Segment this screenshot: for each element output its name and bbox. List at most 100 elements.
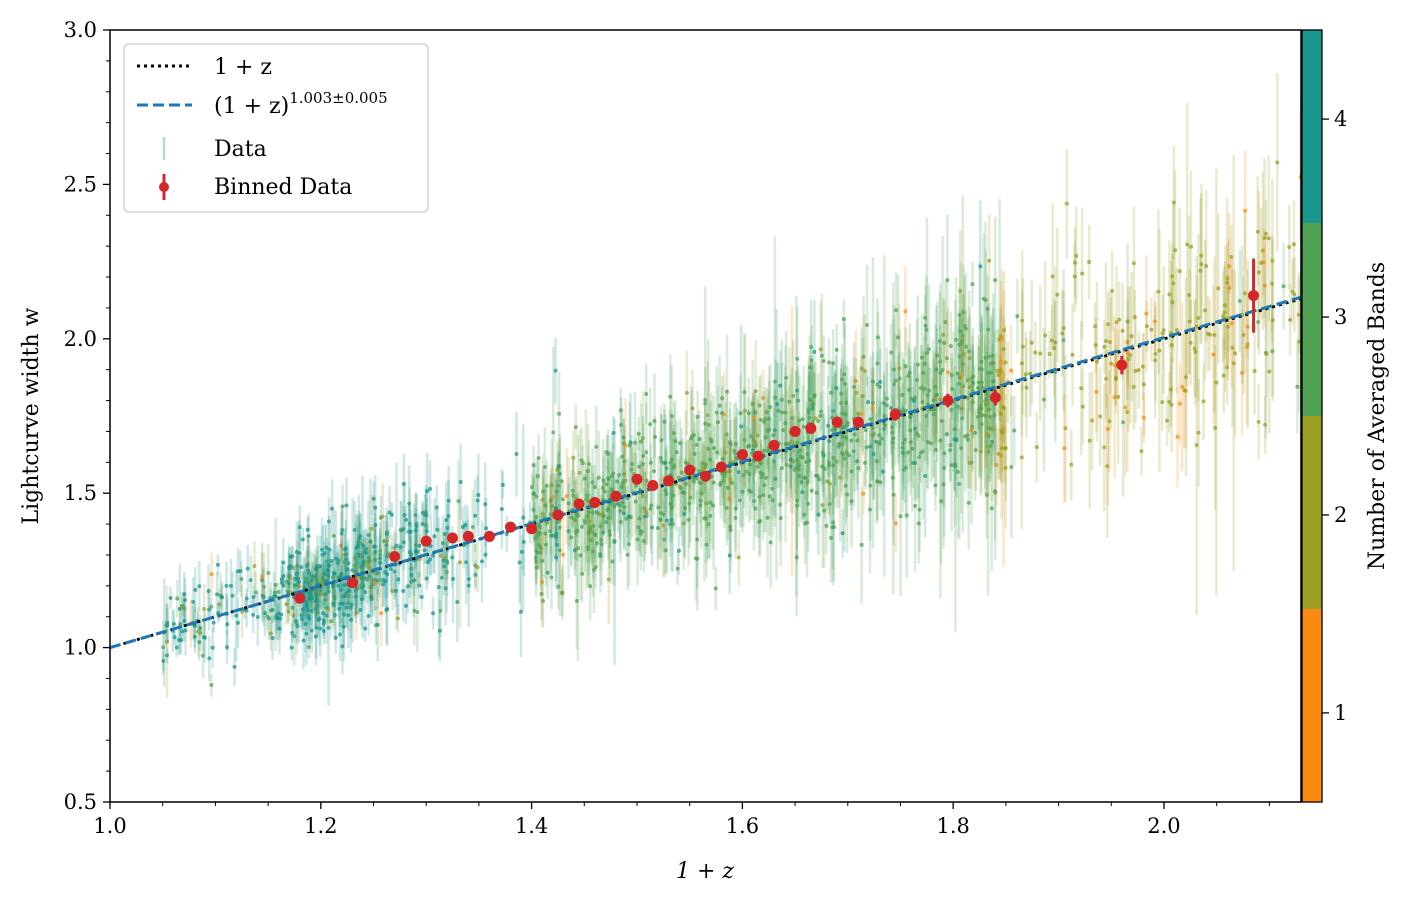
data-point	[475, 498, 480, 503]
data-point	[686, 517, 691, 522]
data-point	[1230, 345, 1235, 350]
data-point	[289, 645, 294, 650]
data-point	[589, 538, 594, 543]
data-point	[628, 440, 633, 445]
data-point	[575, 528, 580, 533]
data-point	[445, 525, 450, 530]
data-point	[617, 503, 622, 508]
data-point	[566, 529, 571, 534]
data-point	[900, 393, 905, 398]
data-point	[962, 323, 967, 328]
data-point	[444, 570, 449, 575]
data-point	[695, 537, 700, 542]
data-point	[1003, 446, 1008, 451]
data-point	[586, 547, 591, 552]
binned-point	[942, 395, 954, 407]
data-point	[922, 361, 927, 366]
data-point	[1156, 289, 1161, 294]
x-tick-label: 2.0	[1147, 814, 1180, 838]
data-point	[1069, 462, 1074, 467]
data-point	[809, 403, 814, 408]
data-point	[724, 505, 729, 510]
data-point	[1152, 319, 1157, 324]
data-point	[683, 460, 688, 465]
data-point	[588, 584, 593, 589]
data-point	[582, 520, 587, 525]
data-point	[379, 611, 384, 616]
data-point	[1194, 324, 1199, 329]
data-point	[751, 499, 756, 504]
data-point	[1243, 208, 1248, 213]
data-point	[540, 598, 545, 603]
data-point	[877, 433, 882, 438]
data-point	[232, 664, 237, 669]
data-point	[870, 400, 875, 405]
data-point	[797, 462, 802, 467]
data-point	[900, 450, 905, 455]
data-point	[172, 635, 177, 640]
data-point	[356, 543, 361, 548]
data-point	[442, 531, 447, 536]
data-point	[1001, 426, 1006, 431]
data-point	[704, 542, 709, 547]
data-point	[827, 460, 832, 465]
data-point	[363, 590, 368, 595]
data-point	[743, 408, 748, 413]
data-point	[499, 507, 504, 512]
data-point	[868, 444, 873, 449]
data-point	[945, 278, 950, 283]
data-point	[713, 586, 718, 591]
data-point	[664, 518, 669, 523]
data-point	[648, 506, 653, 511]
data-point	[1287, 245, 1292, 250]
data-point	[994, 463, 999, 468]
data-point	[908, 428, 913, 433]
data-point	[1203, 308, 1208, 313]
data-point	[855, 459, 860, 464]
data-point	[304, 631, 309, 636]
data-point	[196, 629, 201, 634]
data-point	[663, 548, 668, 553]
data-point	[473, 572, 478, 577]
data-point	[747, 472, 752, 477]
data-point	[662, 537, 667, 542]
data-point	[723, 450, 728, 455]
data-point	[854, 390, 859, 395]
data-point	[679, 486, 684, 491]
data-point	[336, 583, 341, 588]
data-point	[344, 605, 349, 610]
data-point	[340, 504, 345, 509]
data-point	[906, 450, 911, 455]
data-point	[692, 451, 697, 456]
data-point	[541, 489, 546, 494]
data-point	[831, 463, 836, 468]
data-point	[274, 615, 279, 620]
data-point	[621, 435, 626, 440]
data-point	[1180, 384, 1185, 389]
data-point	[1105, 427, 1110, 432]
data-point	[822, 466, 827, 471]
binned-point	[483, 530, 495, 542]
data-point	[536, 456, 541, 461]
data-point	[988, 443, 993, 448]
data-point	[893, 521, 898, 526]
data-point	[1125, 319, 1130, 324]
data-point	[787, 399, 792, 404]
binned-point	[789, 425, 801, 437]
data-point	[1107, 419, 1112, 424]
data-point	[907, 370, 912, 375]
data-point	[939, 499, 944, 504]
data-point	[432, 534, 437, 539]
data-point	[619, 484, 624, 489]
data-point	[753, 443, 758, 448]
data-point	[370, 577, 375, 582]
data-point	[1270, 258, 1275, 263]
data-point	[805, 480, 810, 485]
data-point	[882, 421, 887, 426]
data-point	[341, 624, 346, 629]
data-point	[180, 629, 185, 634]
data-point	[1053, 340, 1058, 345]
data-point	[1104, 339, 1109, 344]
data-point	[531, 507, 536, 512]
data-point	[910, 446, 915, 451]
